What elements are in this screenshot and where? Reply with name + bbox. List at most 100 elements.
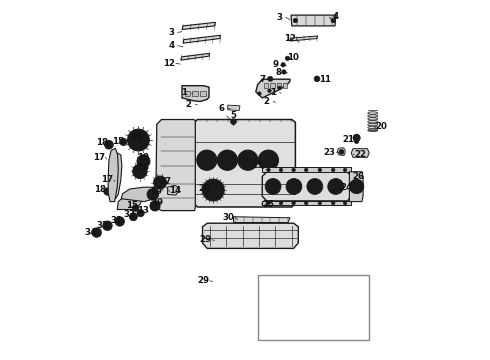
Circle shape bbox=[129, 213, 137, 221]
Text: 16: 16 bbox=[138, 163, 149, 172]
Circle shape bbox=[147, 189, 159, 200]
Ellipse shape bbox=[368, 126, 378, 129]
Text: 18: 18 bbox=[94, 185, 106, 194]
Text: 19: 19 bbox=[150, 187, 162, 196]
Polygon shape bbox=[182, 86, 209, 102]
Circle shape bbox=[314, 76, 320, 82]
Ellipse shape bbox=[368, 129, 378, 131]
Ellipse shape bbox=[368, 123, 378, 126]
Text: 10: 10 bbox=[287, 53, 299, 62]
Polygon shape bbox=[263, 285, 364, 327]
Circle shape bbox=[132, 215, 135, 219]
Polygon shape bbox=[233, 217, 290, 222]
Text: 15: 15 bbox=[112, 136, 124, 145]
Text: 2: 2 bbox=[264, 97, 270, 106]
Circle shape bbox=[328, 179, 343, 194]
Text: 26: 26 bbox=[353, 172, 365, 181]
Circle shape bbox=[318, 168, 321, 172]
Ellipse shape bbox=[368, 120, 378, 123]
Circle shape bbox=[104, 188, 111, 195]
Text: 20: 20 bbox=[375, 122, 387, 131]
Text: 11: 11 bbox=[319, 75, 331, 84]
Polygon shape bbox=[228, 105, 240, 111]
Polygon shape bbox=[108, 148, 118, 202]
Circle shape bbox=[267, 201, 270, 205]
Circle shape bbox=[107, 143, 111, 147]
Polygon shape bbox=[337, 148, 345, 156]
Polygon shape bbox=[262, 172, 351, 201]
Circle shape bbox=[348, 307, 361, 320]
Circle shape bbox=[263, 154, 274, 166]
Circle shape bbox=[268, 89, 271, 93]
Circle shape bbox=[331, 168, 335, 172]
Polygon shape bbox=[193, 91, 198, 96]
Circle shape bbox=[105, 223, 110, 228]
Text: 12: 12 bbox=[284, 34, 296, 43]
Polygon shape bbox=[264, 83, 268, 88]
Circle shape bbox=[210, 187, 216, 193]
Polygon shape bbox=[351, 149, 369, 157]
Circle shape bbox=[307, 179, 323, 194]
Circle shape bbox=[115, 217, 124, 226]
Circle shape bbox=[120, 138, 127, 145]
Polygon shape bbox=[277, 83, 281, 88]
Text: 25: 25 bbox=[262, 200, 274, 209]
Circle shape bbox=[349, 179, 364, 194]
Polygon shape bbox=[194, 120, 295, 207]
Circle shape bbox=[137, 210, 144, 217]
Polygon shape bbox=[109, 153, 122, 199]
Text: 18: 18 bbox=[96, 138, 108, 147]
Circle shape bbox=[279, 201, 283, 205]
Polygon shape bbox=[202, 223, 298, 248]
Circle shape bbox=[353, 134, 360, 141]
Text: 28: 28 bbox=[198, 184, 211, 193]
Circle shape bbox=[133, 164, 147, 179]
Circle shape bbox=[152, 203, 157, 208]
Circle shape bbox=[265, 179, 281, 194]
Polygon shape bbox=[168, 185, 178, 195]
Circle shape bbox=[150, 192, 156, 197]
Text: 5: 5 bbox=[230, 111, 236, 120]
Circle shape bbox=[343, 168, 347, 172]
Circle shape bbox=[137, 155, 150, 168]
Text: 13: 13 bbox=[138, 206, 149, 215]
Circle shape bbox=[292, 168, 295, 172]
Circle shape bbox=[267, 168, 270, 172]
Text: 21: 21 bbox=[342, 135, 354, 144]
Text: 33: 33 bbox=[123, 210, 135, 219]
Circle shape bbox=[286, 179, 302, 194]
Circle shape bbox=[258, 150, 278, 170]
Circle shape bbox=[153, 176, 167, 189]
Circle shape bbox=[106, 190, 109, 193]
Polygon shape bbox=[121, 187, 157, 202]
Text: 34: 34 bbox=[85, 228, 97, 237]
Circle shape bbox=[118, 219, 122, 224]
Circle shape bbox=[269, 182, 277, 191]
Circle shape bbox=[136, 168, 144, 175]
Text: 17: 17 bbox=[101, 175, 114, 184]
Polygon shape bbox=[256, 79, 290, 98]
Circle shape bbox=[231, 119, 236, 125]
Circle shape bbox=[150, 201, 160, 211]
Text: 4: 4 bbox=[168, 41, 174, 50]
Circle shape bbox=[304, 201, 308, 205]
Text: 27: 27 bbox=[159, 177, 171, 186]
Text: 23: 23 bbox=[323, 148, 336, 157]
Circle shape bbox=[331, 182, 340, 191]
Circle shape bbox=[133, 135, 144, 145]
Text: 17: 17 bbox=[93, 153, 105, 162]
Circle shape bbox=[127, 129, 149, 151]
Text: 22: 22 bbox=[354, 150, 366, 158]
Circle shape bbox=[104, 140, 113, 149]
Circle shape bbox=[281, 63, 285, 67]
Text: 9: 9 bbox=[272, 60, 278, 69]
Text: 4: 4 bbox=[333, 12, 339, 22]
Circle shape bbox=[103, 221, 112, 230]
Text: 31: 31 bbox=[110, 216, 122, 225]
Circle shape bbox=[238, 150, 258, 170]
Circle shape bbox=[157, 179, 163, 186]
Circle shape bbox=[268, 76, 273, 81]
Circle shape bbox=[331, 18, 335, 23]
Bar bbox=[258, 275, 369, 340]
Circle shape bbox=[339, 149, 344, 154]
